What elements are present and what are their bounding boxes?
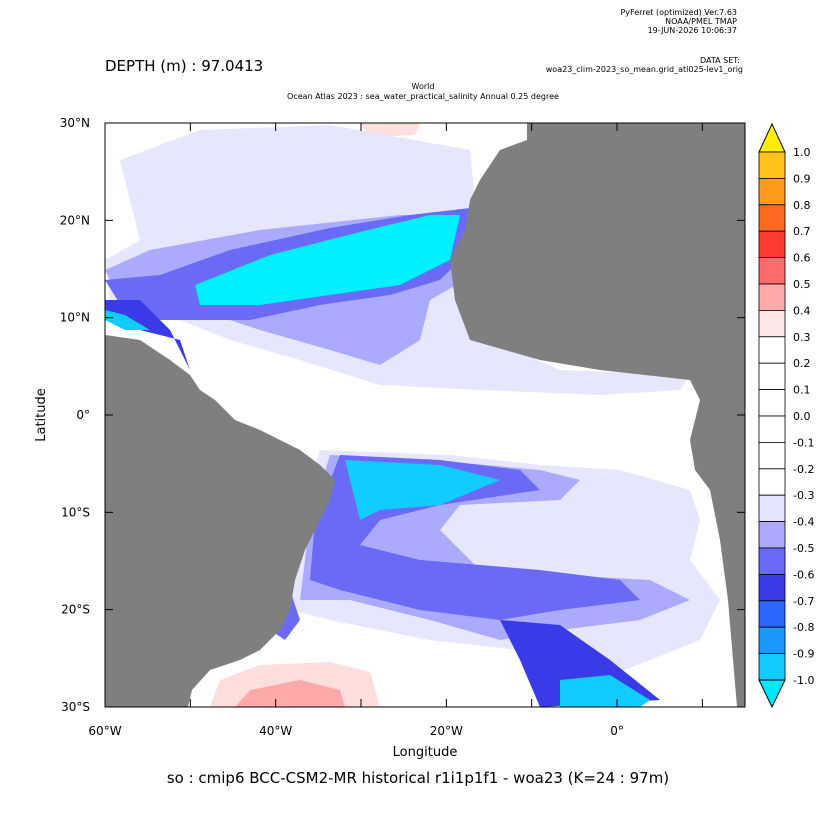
colorbar-label: -0.7 (793, 595, 814, 608)
colorbar-label: -0.5 (793, 542, 814, 555)
map (104, 122, 746, 708)
colorbar-swatch (758, 468, 786, 496)
colorbar-swatch (758, 336, 786, 364)
depth: DEPTH (m) : 97.0413 (105, 57, 263, 75)
y-tick-label: 10°S (61, 505, 90, 519)
colorbar-label: 0.8 (793, 199, 811, 212)
title: World (412, 82, 435, 91)
colorbar-swatch (758, 415, 786, 443)
colorbar-label: 0.6 (793, 252, 811, 265)
x-tick-label: 60°W (88, 724, 121, 738)
colorbar-arrow (758, 679, 786, 709)
colorbar-swatch (758, 204, 786, 232)
colorbar-label: 0.2 (793, 357, 811, 370)
dataset: woa23_clim-2023_so_mean.grid_atl025-lev1… (546, 65, 743, 74)
y-tick-label: 20°S (61, 603, 90, 617)
colorbar-label: -0.9 (793, 648, 814, 661)
title: Ocean Atlas 2023 : sea_water_practical_s… (287, 92, 559, 101)
colorbar-swatch (758, 309, 786, 338)
y-axis-label: Latitude (34, 388, 49, 442)
colorbar-label: -0.2 (793, 463, 814, 476)
colorbar-label: 0.4 (793, 304, 811, 317)
colorbar-label: 0.3 (793, 331, 811, 344)
colorbar-arrow (758, 122, 786, 153)
colorbar-label: -0.4 (793, 516, 814, 529)
colorbar-label: 0.1 (793, 384, 811, 397)
x-tick-label: 40°W (259, 724, 292, 738)
colorbar-swatch (758, 547, 786, 575)
colorbar-swatch (758, 151, 786, 179)
colorbar-label: 0.9 (793, 172, 811, 185)
x-tick-label: 0° (610, 724, 624, 738)
y-tick-label: 30°N (60, 116, 90, 130)
colorbar-swatch (758, 494, 786, 523)
colorbar-swatch (758, 521, 786, 549)
colorbar-swatch (758, 389, 786, 417)
colorbar-swatch (758, 574, 786, 602)
colorbar-swatch (758, 230, 786, 258)
x-tick-label: 20°W (430, 724, 463, 738)
x-axis-label: Longitude (393, 745, 458, 760)
org: NOAA/PMEL TMAP (665, 17, 737, 26)
colorbar-swatch (758, 600, 786, 628)
colorbar-swatch (758, 283, 786, 311)
colorbar-label: -0.8 (793, 621, 814, 634)
y-tick-label: 30°S (61, 700, 90, 714)
dataset-label: DATA SET: (700, 56, 740, 65)
colorbar-label: 0.5 (793, 278, 811, 291)
date: 19-JUN-2026 10:06:37 (648, 26, 737, 35)
y-tick-label: 20°N (60, 213, 90, 227)
colorbar-swatch (758, 441, 786, 470)
colorbar-swatch (758, 257, 786, 285)
colorbar-label: -0.1 (793, 436, 814, 449)
colorbar-label: -0.3 (793, 489, 814, 502)
y-tick-label: 10°N (60, 311, 90, 325)
colorbar-swatch (758, 653, 786, 681)
software: PyFerret (optimized) Ver.7.63 (620, 8, 737, 17)
colorbar-label: -1.0 (793, 674, 814, 687)
colorbar-label: 0.7 (793, 225, 811, 238)
colorbar-label: 0.0 (793, 410, 811, 423)
colorbar-swatch (758, 362, 786, 391)
footer: so : cmip6 BCC-CSM2-MR historical r1i1p1… (167, 769, 669, 787)
colorbar-swatch (758, 626, 786, 655)
colorbar-label: 1.0 (793, 146, 811, 159)
y-tick-label: 0° (76, 408, 90, 422)
colorbar-swatch (758, 177, 786, 206)
colorbar-label: -0.6 (793, 568, 814, 581)
